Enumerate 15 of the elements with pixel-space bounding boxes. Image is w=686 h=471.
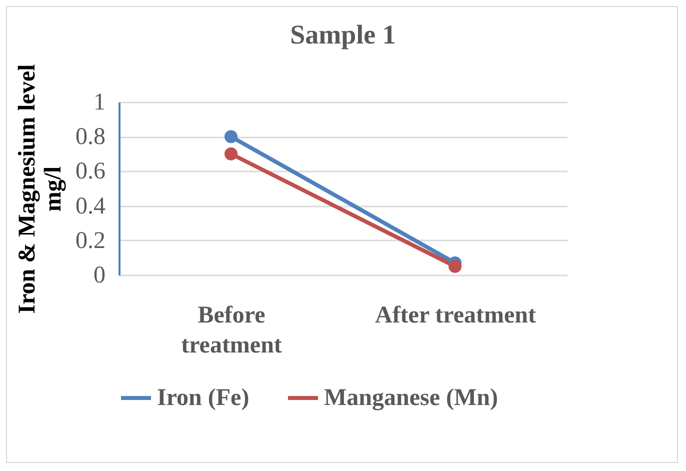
y-tick-label: 1: [94, 90, 106, 116]
y-tick-label: 0: [94, 262, 106, 288]
y-tick-label: 0.6: [76, 158, 106, 185]
legend-label: Iron (Fe): [157, 385, 250, 411]
x-tick-label: After treatment: [374, 302, 536, 328]
chart-title: Sample 1: [290, 20, 396, 50]
y-axis-title: Iron & Magnesium level mg/l: [14, 64, 66, 314]
x-tick-label: Before treatment: [181, 302, 282, 358]
legend-label: Manganese (Mn): [324, 385, 498, 411]
y-tick-label: 0.4: [76, 193, 106, 220]
point: [224, 147, 238, 160]
point: [224, 130, 238, 144]
y-tick-label: 0.2: [76, 228, 106, 254]
point: [448, 260, 462, 273]
y-tick-label: 0.8: [76, 124, 106, 150]
